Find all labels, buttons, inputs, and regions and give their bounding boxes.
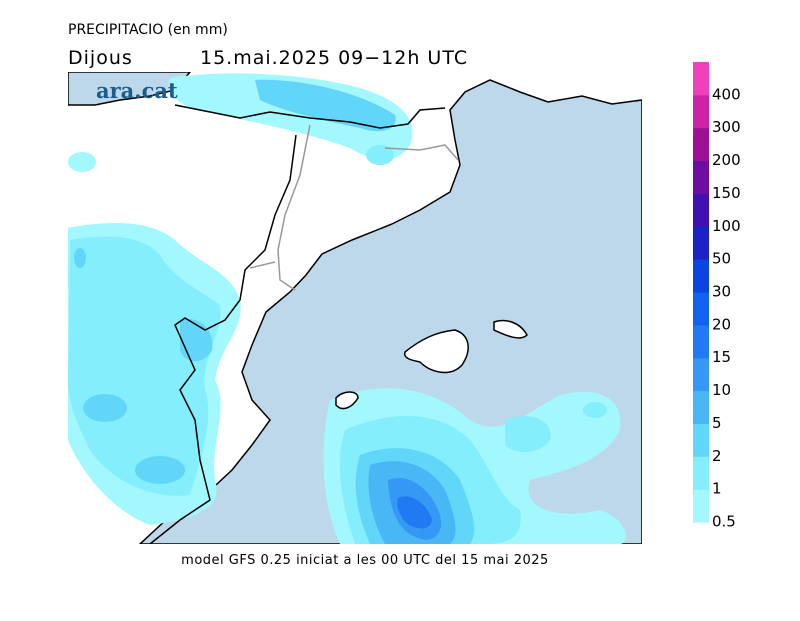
legend-swatch	[693, 292, 709, 326]
legend-swatch	[693, 423, 709, 457]
legend-label: 30	[712, 283, 731, 301]
legend-swatch	[693, 390, 709, 424]
precipitation	[68, 73, 626, 544]
legend-swatch	[693, 324, 709, 359]
legend-label: 50	[712, 250, 731, 268]
legend-swatch	[693, 94, 709, 129]
legend-label: 100	[712, 217, 741, 235]
legend-label: 1	[712, 480, 722, 498]
title: PRECIPITACIO (en mm)	[68, 22, 228, 38]
brand-logo: ara.cat	[96, 78, 178, 103]
date: 15.mai.2025 09−12h UTC	[200, 47, 468, 69]
legend-label: 150	[712, 184, 741, 202]
legend-label: 300	[712, 118, 741, 136]
legend-swatch	[693, 226, 709, 260]
legend-swatch	[693, 62, 709, 96]
legend-swatch	[693, 259, 709, 293]
islands	[335, 319, 528, 410]
legend-label: 200	[712, 151, 741, 169]
legend-swatch	[693, 489, 709, 523]
legend-label: 15	[712, 348, 731, 366]
day: Dijous	[68, 47, 133, 69]
legend-swatch	[693, 456, 709, 490]
legend-label: 400	[712, 85, 741, 103]
legend-label: 2	[712, 447, 722, 465]
map	[68, 72, 642, 544]
borders	[149, 104, 459, 544]
north-coast	[68, 72, 191, 106]
legend-label: 10	[712, 381, 731, 399]
legend: 0.5 1 2 5 10 15 20 30 50 100 150 200 300 400	[693, 62, 741, 531]
legend-label: 20	[712, 315, 731, 333]
legend-swatch	[693, 127, 709, 162]
legend-swatch	[693, 357, 709, 392]
legend-swatch	[693, 160, 709, 194]
legend-label: 0.5	[712, 513, 736, 531]
legend-swatch	[693, 193, 709, 227]
legend-label: 5	[712, 414, 722, 432]
footer: model GFS 0.25 iniciat a les 00 UTC del …	[181, 553, 549, 568]
